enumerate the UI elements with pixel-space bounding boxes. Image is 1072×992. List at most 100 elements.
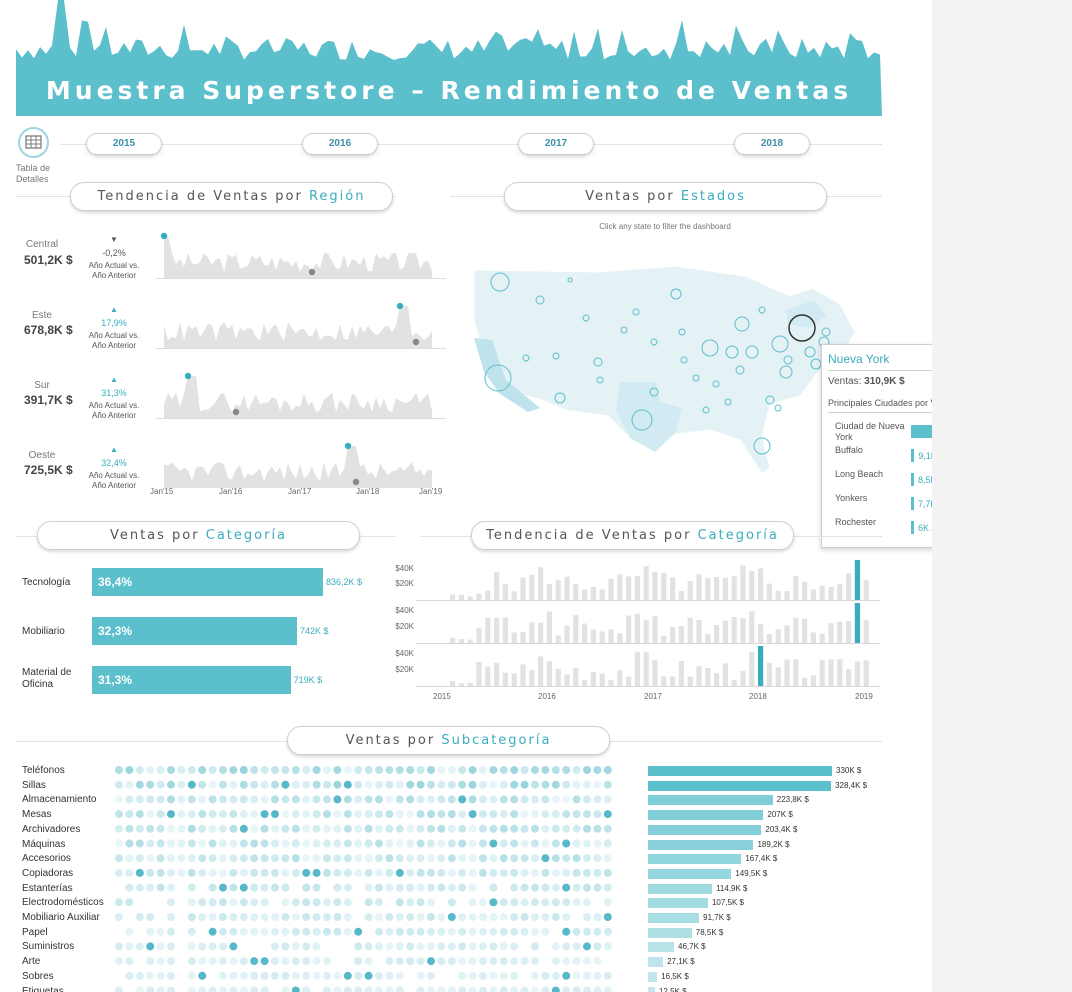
trend-bar[interactable]: [476, 593, 482, 600]
subcategory-dot[interactable]: [219, 824, 227, 833]
subcategory-dot[interactable]: [541, 986, 550, 992]
subcategory-dot[interactable]: [219, 868, 227, 877]
subcategory-bar[interactable]: [648, 913, 700, 923]
subcategory-dot[interactable]: [343, 883, 352, 892]
subcategory-dot[interactable]: [520, 766, 529, 774]
trend-bar[interactable]: [687, 581, 693, 600]
subcategory-dot[interactable]: [406, 883, 415, 892]
subcategory-dot[interactable]: [187, 986, 196, 992]
subcategory-dot[interactable]: [583, 898, 591, 907]
state-bubble[interactable]: [804, 346, 816, 358]
subcategory-dot[interactable]: [406, 913, 415, 921]
state-bubble[interactable]: [779, 365, 793, 379]
trend-bar[interactable]: [529, 670, 535, 686]
subcategory-dot[interactable]: [167, 795, 175, 804]
subcategory-dot[interactable]: [271, 913, 279, 921]
subcategory-dot[interactable]: [385, 766, 394, 774]
trend-bar[interactable]: [573, 667, 579, 686]
subcategory-dot[interactable]: [479, 986, 487, 992]
subcategory-dot[interactable]: [135, 854, 144, 863]
subcategory-dot[interactable]: [323, 957, 331, 966]
subcategory-dot[interactable]: [458, 780, 467, 789]
subcategory-dot[interactable]: [156, 883, 165, 892]
subcategory-dot[interactable]: [551, 883, 560, 892]
subcategory-dot[interactable]: [271, 883, 279, 892]
subcategory-dot[interactable]: [427, 971, 435, 980]
subcategory-dot[interactable]: [562, 986, 571, 992]
subcategory-dot[interactable]: [177, 780, 186, 789]
subcategory-dot[interactable]: [572, 868, 581, 877]
subcategory-dot[interactable]: [447, 898, 456, 907]
trend-bar[interactable]: [810, 632, 816, 643]
trend-bar[interactable]: [714, 673, 720, 686]
subcategory-dot[interactable]: [458, 913, 467, 921]
subcategory-dot[interactable]: [271, 942, 279, 951]
subcategory-dot[interactable]: [520, 795, 529, 804]
trend-bar[interactable]: [467, 682, 473, 686]
trend-bar[interactable]: [722, 577, 728, 600]
subcategory-dot[interactable]: [125, 795, 134, 804]
subcategory-dot[interactable]: [312, 780, 321, 789]
subcategory-dot[interactable]: [177, 795, 186, 804]
subcategory-dot[interactable]: [458, 942, 467, 951]
subcategory-dot[interactable]: [323, 810, 331, 819]
subcategory-dot[interactable]: [583, 810, 591, 819]
trend-bar[interactable]: [599, 673, 605, 686]
subcategory-dot[interactable]: [281, 942, 290, 951]
subcategory-bar[interactable]: [648, 957, 664, 968]
trend-bar[interactable]: [661, 676, 667, 686]
subcategory-dot[interactable]: [291, 868, 300, 877]
trend-bar[interactable]: [819, 585, 825, 600]
subcategory-dot[interactable]: [479, 971, 487, 980]
subcategory-dot[interactable]: [427, 986, 435, 992]
subcategory-dot[interactable]: [146, 883, 155, 892]
trend-bar[interactable]: [582, 589, 588, 600]
subcategory-dot[interactable]: [281, 898, 290, 907]
subcategory-dot[interactable]: [593, 854, 602, 863]
subcategory-dot[interactable]: [198, 957, 207, 966]
subcategory-dot[interactable]: [572, 986, 581, 992]
subcategory-dot[interactable]: [281, 883, 290, 892]
subcategory-dot[interactable]: [219, 927, 227, 936]
subcategory-dot[interactable]: [572, 795, 581, 804]
subcategory-dot[interactable]: [427, 898, 435, 907]
subcategory-dot[interactable]: [603, 942, 612, 951]
subcategory-dot[interactable]: [541, 927, 550, 936]
subcategory-bar[interactable]: [648, 898, 708, 909]
subcategory-dot[interactable]: [583, 957, 591, 966]
subcategory-dot[interactable]: [479, 942, 487, 951]
subcategory-dot[interactable]: [260, 839, 269, 848]
subcategory-dot[interactable]: [489, 898, 498, 907]
subcategory-dot[interactable]: [187, 824, 196, 833]
subcategory-dot[interactable]: [291, 927, 300, 936]
subcategory-dot[interactable]: [333, 927, 342, 936]
subcategory-dot[interactable]: [603, 883, 612, 892]
subcategory-dot[interactable]: [135, 883, 144, 892]
state-bubble[interactable]: [552, 352, 560, 360]
subcategory-dot[interactable]: [572, 942, 581, 951]
state-bubble[interactable]: [535, 295, 545, 305]
subcategory-dot[interactable]: [229, 795, 238, 804]
subcategory-dot[interactable]: [302, 942, 311, 951]
subcategory-dot[interactable]: [208, 868, 217, 877]
subcategory-dot[interactable]: [343, 810, 352, 819]
subcategory-dot[interactable]: [603, 986, 612, 992]
trend-bar[interactable]: [819, 659, 825, 686]
subcategory-dot[interactable]: [541, 766, 550, 774]
subcategory-dot[interactable]: [416, 810, 425, 819]
state-bubble[interactable]: [702, 406, 710, 414]
subcategory-dot[interactable]: [458, 810, 467, 819]
trend-bar[interactable]: [502, 617, 508, 643]
subcategory-dot[interactable]: [156, 795, 165, 804]
subcategory-dot[interactable]: [239, 868, 248, 877]
subcategory-bar[interactable]: [648, 854, 742, 865]
subcategory-dot[interactable]: [343, 795, 352, 804]
subcategory-dot[interactable]: [375, 810, 383, 819]
trend-bar[interactable]: [828, 586, 834, 600]
trend-bar[interactable]: [784, 659, 790, 686]
subcategory-dot[interactable]: [499, 957, 508, 966]
trend-bar[interactable]: [634, 575, 640, 600]
trend-bar[interactable]: [564, 674, 570, 686]
trend-bar[interactable]: [828, 623, 834, 643]
subcategory-dot[interactable]: [603, 913, 612, 921]
